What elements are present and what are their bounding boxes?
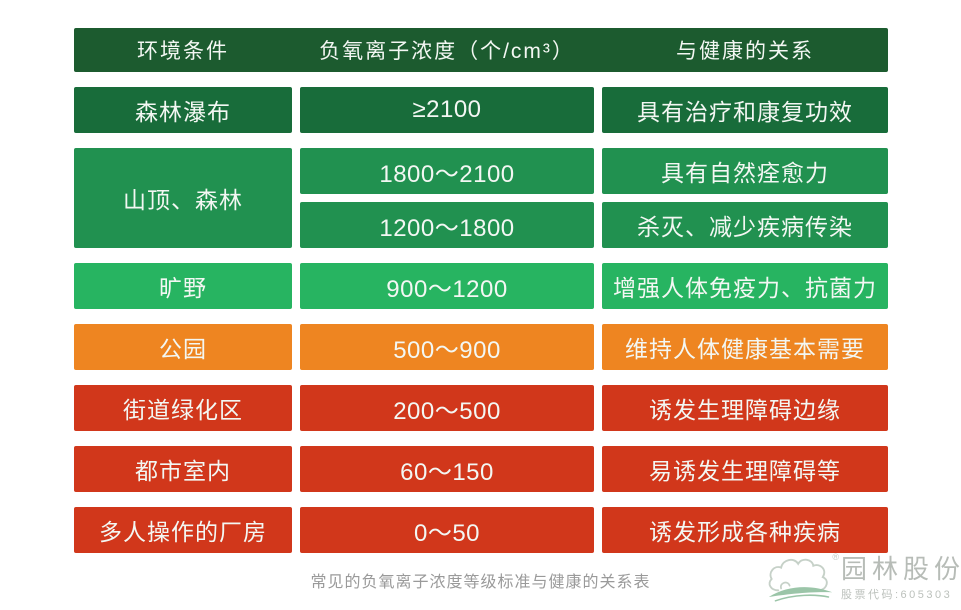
logo-company-name: 园林股份 [841, 553, 961, 584]
concentration-cell: 1200～1800 [300, 202, 594, 248]
health-cell: 具有自然痊愈力 [602, 148, 888, 194]
header-env-conditions: 环境条件 [137, 40, 229, 63]
table-row-urban-indoor: 都市室内 60～150 易诱发生理障碍等 [74, 446, 888, 492]
env-cell: 公园 [74, 324, 292, 370]
logo-text-block: 园林股份 股票代码:605303 [841, 553, 961, 602]
health-cell: 杀灭、减少疾病传染 [602, 202, 888, 248]
company-logo: ® 园林股份 股票代码:605303 [765, 552, 960, 606]
env-cell: 街道绿化区 [74, 385, 292, 431]
cloud-leaf-icon: ® [765, 552, 839, 606]
concentration-cell: 60～150 [300, 446, 594, 492]
concentration-cell: ≥2100 [300, 87, 594, 133]
table-caption: 常见的负氧离子浓度等级标准与健康的关系表 [310, 574, 651, 591]
health-cell: 增强人体免疫力、抗菌力 [602, 263, 888, 309]
env-cell: 山顶、森林 [74, 148, 292, 248]
table-row-wilderness: 旷野 900～1200 增强人体免疫力、抗菌力 [74, 263, 888, 309]
concentration-cell: 200～500 [300, 385, 594, 431]
concentration-cell: 0～50 [300, 507, 594, 553]
health-cell: 具有治疗和康复功效 [602, 87, 888, 133]
table-row-street-greenbelt: 街道绿化区 200～500 诱发生理障碍边缘 [74, 385, 888, 431]
ion-concentration-table: 环境条件 负氧离子浓度（个/cm³） 与健康的关系 森林瀑布 ≥2100 具有治… [74, 28, 888, 568]
health-cell: 易诱发生理障碍等 [602, 446, 888, 492]
health-cell: 诱发形成各种疾病 [602, 507, 888, 553]
concentration-cell: 500～900 [300, 324, 594, 370]
health-cell: 维持人体健康基本需要 [602, 324, 888, 370]
table-row-forest-waterfall: 森林瀑布 ≥2100 具有治疗和康复功效 [74, 87, 888, 133]
env-cell: 森林瀑布 [74, 87, 292, 133]
header-health-relation: 与健康的关系 [676, 40, 814, 63]
env-cell: 都市室内 [74, 446, 292, 492]
env-cell: 旷野 [74, 263, 292, 309]
logo-stock-code: 股票代码:605303 [841, 589, 953, 602]
table-header-row: 环境条件 负氧离子浓度（个/cm³） 与健康的关系 [74, 28, 888, 72]
header-ion-concentration: 负氧离子浓度（个/cm³） [319, 40, 575, 63]
table-row-crowded-workshop: 多人操作的厂房 0～50 诱发形成各种疾病 [74, 507, 888, 553]
registered-trademark-icon: ® [832, 552, 839, 562]
env-cell: 多人操作的厂房 [74, 507, 292, 553]
table-row-mountain-forest: 山顶、森林 1800～2100 具有自然痊愈力 1200～1800 杀灭、减少疾… [74, 148, 888, 248]
concentration-cell: 900～1200 [300, 263, 594, 309]
health-cell: 诱发生理障碍边缘 [602, 385, 888, 431]
table-row-park: 公园 500～900 维持人体健康基本需要 [74, 324, 888, 370]
concentration-cell: 1800～2100 [300, 148, 594, 194]
